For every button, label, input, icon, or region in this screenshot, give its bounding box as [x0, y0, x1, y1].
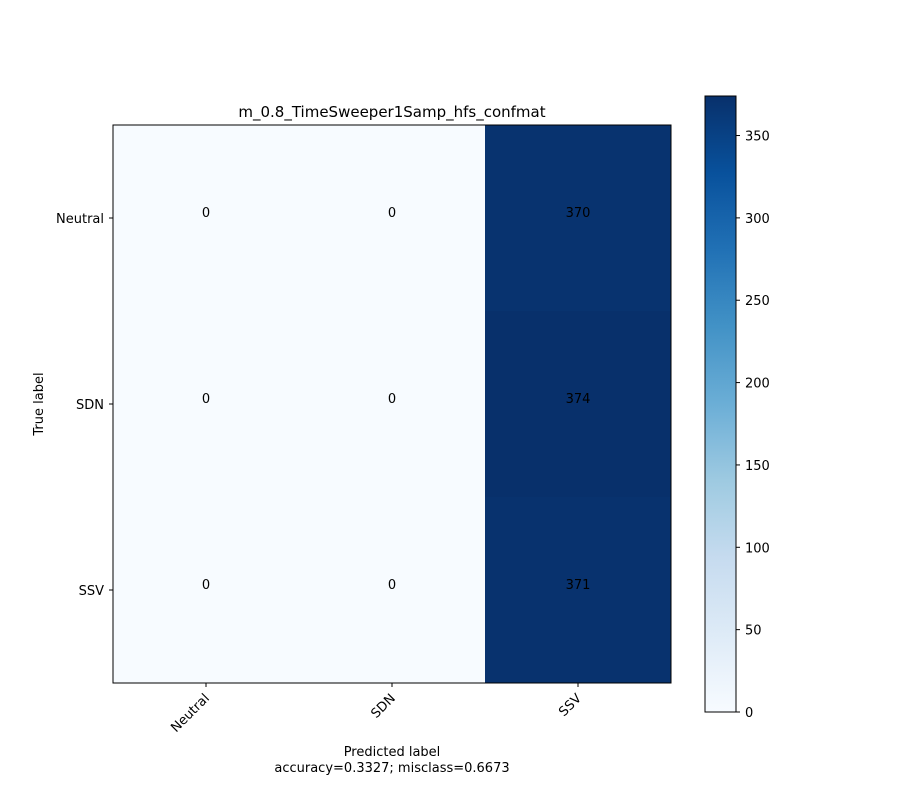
colorbar-tick-label: 150: [745, 459, 770, 474]
cell-value-label: 0: [388, 206, 396, 221]
y-tick-label: SSV: [79, 584, 105, 599]
heatmap-cell: [485, 125, 672, 312]
colorbar-ticks: 0 50 100 150 200 250 300 350: [736, 130, 770, 721]
cell-value-label: 0: [202, 578, 210, 593]
heatmap-cell: [113, 311, 300, 498]
x-tick-label: SSV: [556, 691, 585, 720]
y-tick-label: Neutral: [56, 212, 104, 227]
heatmap-cell: [113, 125, 300, 312]
x-axis-note: accuracy=0.3327; misclass=0.6673: [274, 761, 509, 776]
heatmap-cell: [299, 125, 486, 312]
colorbar-tick-label: 350: [745, 130, 770, 145]
heatmap-cell: [113, 497, 300, 684]
cell-value-label: 371: [566, 578, 591, 593]
cell-value-label: 0: [202, 206, 210, 221]
heatmap-cell: [299, 311, 486, 498]
cell-value-label: 0: [202, 392, 210, 407]
colorbar-tick-label: 300: [745, 212, 770, 227]
colorbar: [704, 95, 737, 713]
colorbar-tick-label: 200: [745, 377, 770, 392]
x-axis-label: Predicted label: [344, 745, 441, 760]
heatmap-cell: [485, 497, 672, 684]
y-axis-ticks: Neutral SDN SSV: [56, 212, 113, 599]
cell-value-label: 374: [566, 392, 591, 407]
y-tick-label: SDN: [76, 398, 104, 413]
cell-value-label: 0: [388, 392, 396, 407]
colorbar-tick-label: 50: [745, 624, 762, 639]
y-axis-label: True label: [32, 372, 47, 436]
x-tick-label: Neutral: [168, 691, 213, 736]
colorbar-tick-label: 100: [745, 541, 770, 556]
colorbar-tick-label: 250: [745, 294, 770, 309]
heatmap-cells: 0 0 370 0 0 374 0 0 371: [113, 125, 672, 684]
heatmap-cell: [299, 497, 486, 684]
heatmap-cell: [485, 311, 672, 498]
colorbar-tick-label: 0: [745, 706, 753, 721]
x-tick-label: SDN: [368, 691, 398, 721]
cell-value-label: 370: [566, 206, 591, 221]
chart-title: m_0.8_TimeSweeper1Samp_hfs_confmat: [238, 103, 545, 122]
cell-value-label: 0: [388, 578, 396, 593]
x-axis-ticks: Neutral SDN SSV: [168, 683, 585, 736]
